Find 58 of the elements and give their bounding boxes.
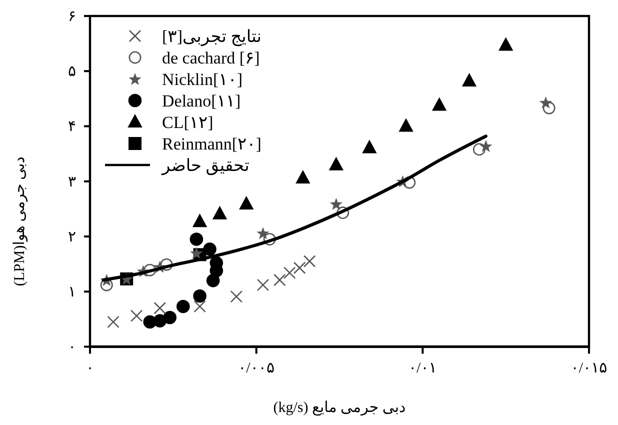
point [160, 258, 173, 271]
point [153, 314, 167, 328]
point [336, 206, 350, 220]
point [176, 300, 190, 314]
legend-label: de cachard [۶] [162, 48, 260, 68]
point [498, 38, 513, 51]
point [540, 96, 552, 108]
y-tick-label: ۱ [68, 284, 76, 301]
legend-label: تحقیق حاضر [161, 156, 250, 176]
y-tick-label: ۲ [68, 229, 76, 246]
point [144, 264, 156, 276]
y-tick-label: ۴ [68, 119, 76, 136]
point [432, 98, 446, 111]
point [330, 198, 342, 210]
y-tick-label: ۰ [68, 340, 76, 356]
point [230, 290, 243, 303]
point [212, 206, 227, 220]
point [480, 140, 492, 152]
point [263, 232, 276, 246]
point [256, 227, 270, 240]
y-tick-label: ۵ [68, 64, 76, 80]
point [154, 302, 166, 314]
point [303, 255, 316, 268]
legend-label: Nicklin[۱۰] [162, 70, 243, 89]
point [192, 214, 207, 228]
legend-label: Reinmann[۲۰] [162, 134, 262, 154]
point [293, 262, 306, 274]
point [193, 289, 206, 303]
x-tick-label: ۰/۰۰۵ [238, 360, 275, 377]
x-tick-label: ۰ [86, 360, 94, 377]
point [190, 232, 204, 246]
x-tick-label: ۰/۰۱ [408, 360, 437, 377]
point [296, 170, 310, 184]
point [206, 274, 220, 288]
point [472, 143, 486, 156]
legend-label: نتایج تجربی[۳] [162, 27, 262, 47]
x-axis-title: دبی جرمی مایع (kg/s) [273, 400, 406, 416]
point [239, 196, 254, 210]
point [107, 316, 120, 328]
point [362, 140, 376, 154]
legend-label: Delano[۱۱] [162, 92, 241, 110]
point [273, 274, 286, 286]
point [194, 300, 206, 313]
point [256, 278, 270, 292]
y-tick-label: ۶ [68, 9, 76, 25]
point [190, 247, 203, 259]
point [130, 310, 143, 322]
y-axis-title: دبی جرمی هوا(LPM) [12, 156, 28, 286]
legend-label: CL[۱۲] [162, 113, 214, 132]
point [163, 310, 176, 324]
point [283, 266, 296, 279]
point [329, 157, 344, 170]
x-tick-label: ۰/۰۱۵ [570, 360, 608, 377]
point [462, 74, 476, 87]
point [403, 176, 416, 189]
point [542, 102, 556, 114]
point [399, 118, 414, 132]
y-tick-label: ۳ [68, 174, 76, 190]
